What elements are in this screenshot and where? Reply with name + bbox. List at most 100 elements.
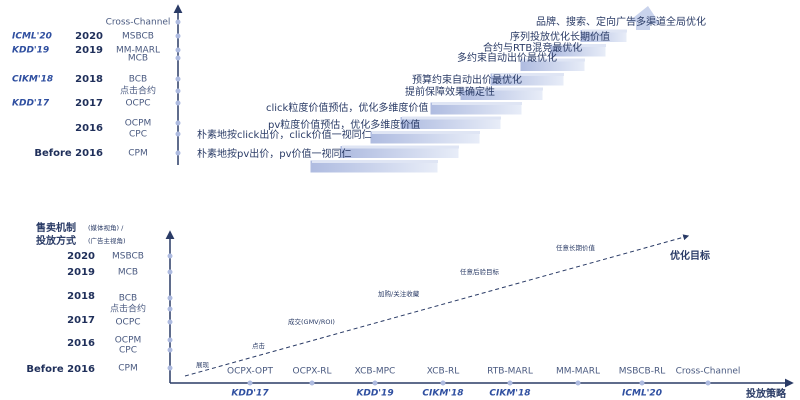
- axis-dot: [247, 380, 253, 386]
- mechanism: CPC: [129, 130, 147, 140]
- step-text: 提前保障效果确定性: [405, 85, 495, 98]
- step-text: 序列投放优化长期价值: [510, 30, 610, 43]
- timeline-dot: [175, 76, 181, 82]
- axis-dot: [167, 306, 173, 312]
- conference: KDD'19: [356, 389, 393, 399]
- year: 2017: [67, 315, 95, 326]
- conference: KDD'19: [12, 46, 49, 56]
- mechanism: MSBCB: [112, 252, 144, 262]
- mechanism: CPM: [118, 364, 137, 374]
- mechanism: MM-MARL: [116, 46, 160, 56]
- strategy: OCPX-OPT: [227, 367, 274, 377]
- axis-dot: [167, 365, 173, 371]
- timeline-dot: [175, 88, 181, 94]
- axis-dot: [705, 380, 711, 386]
- objective: 加购/关注收藏: [378, 289, 420, 298]
- axis-dot: [167, 269, 173, 275]
- axis-dot: [167, 253, 173, 259]
- y-axis-title: 售卖机制: [36, 221, 76, 234]
- step-text: 多约束自动出价最优化: [457, 51, 557, 64]
- mechanism: Cross-Channel: [106, 18, 171, 28]
- axis-dot: [639, 380, 645, 386]
- axis-dot: [507, 380, 513, 386]
- mechanism: OCPC: [125, 99, 150, 109]
- strategy: XCB-RL: [427, 367, 459, 377]
- mechanism: CPC: [119, 346, 137, 356]
- x-axis-title: 投放策略: [746, 387, 787, 400]
- strategy: RTB-MARL: [487, 367, 533, 377]
- timeline-dot: [175, 100, 181, 106]
- y-axis-title: 投放方式: [36, 234, 76, 247]
- timeline-dot: [175, 150, 181, 156]
- timeline-dot: [175, 120, 181, 126]
- conference: ICML'20: [12, 32, 52, 42]
- timeline-dot: [175, 55, 181, 61]
- year: 2018: [75, 74, 103, 85]
- strategy: MSBCB-RL: [619, 367, 665, 377]
- axis-dot: [167, 347, 173, 353]
- objective: 任意长期价值: [556, 243, 596, 252]
- objective-arrow: [184, 234, 690, 377]
- timeline-dot: [175, 47, 181, 53]
- year: 2016: [75, 123, 103, 134]
- stair-top: [462, 87, 543, 91]
- objective: 任意后验目标: [460, 267, 500, 276]
- strategy: OCPX-RL: [292, 367, 331, 377]
- objective: 成交(GMV/ROI): [288, 317, 335, 326]
- stair-arrow: [628, 6, 660, 30]
- objective: 点击: [252, 341, 266, 350]
- step-text: 预算约束自动出价最优化: [412, 73, 522, 86]
- stair-top: [432, 102, 522, 105]
- conference: ICML'20: [622, 389, 662, 399]
- step-text: click粒度价值预估，优化多维度价值: [266, 101, 428, 114]
- y-axis-note: (广告主视角): [88, 236, 126, 245]
- mechanism: BCB: [129, 75, 147, 85]
- step-text: pv粒度价值预估，优化多维度价值: [268, 118, 420, 131]
- axis-dot: [167, 295, 173, 301]
- year: 2017: [75, 98, 103, 109]
- mechanism: MCB: [128, 54, 148, 64]
- year: Before 2016: [34, 148, 103, 159]
- strategy: Cross-Channel: [676, 367, 741, 377]
- objective: 展现: [196, 361, 210, 369]
- conference: CIKM'18: [422, 389, 463, 399]
- axis-dot: [575, 380, 581, 386]
- axis-dot: [372, 380, 378, 386]
- mechanism: 点击合约: [110, 303, 146, 315]
- conference: KDD'17: [231, 389, 269, 399]
- year: 2018: [67, 291, 95, 302]
- mechanism: OCPC: [115, 318, 140, 328]
- conference: CIKM'18: [489, 389, 530, 399]
- year: 2016: [67, 338, 95, 349]
- axis-dot: [440, 380, 446, 386]
- axis-dot: [309, 380, 315, 386]
- stair-top: [492, 73, 564, 76]
- strategy: XCB-MPC: [355, 367, 396, 377]
- stair-top: [522, 58, 585, 62]
- timeline-dot: [175, 33, 181, 39]
- conference: KDD'17: [12, 99, 50, 109]
- step-text: 合约与RTB混竞最优化: [483, 41, 582, 54]
- year: Before 2016: [26, 364, 95, 375]
- conference: CIKM'18: [12, 75, 53, 85]
- mechanism: 点击合约: [120, 85, 156, 97]
- year: 2019: [75, 45, 103, 56]
- mechanism: BCB: [119, 294, 137, 304]
- strategy: MM-MARL: [556, 367, 600, 377]
- mechanism: OCPM: [115, 336, 142, 346]
- objective-title: 优化目标: [670, 249, 710, 262]
- stair-top: [372, 131, 480, 134]
- y-axis-note: (媒体视角) /: [88, 223, 124, 232]
- axis-dot: [167, 337, 173, 343]
- stair-top: [312, 160, 438, 163]
- timeline-dot: [175, 19, 181, 25]
- mechanism: OCPM: [125, 119, 152, 129]
- year: 2020: [67, 251, 95, 262]
- mechanism: CPM: [128, 149, 147, 159]
- year: 2020: [75, 31, 103, 42]
- stair-top: [342, 145, 459, 149]
- mechanism: MSBCB: [122, 32, 154, 42]
- step-text: 朴素地按pv出价，pv价值一视同仁: [197, 147, 352, 160]
- timeline-dot: [175, 131, 181, 137]
- axis-dot: [167, 319, 173, 325]
